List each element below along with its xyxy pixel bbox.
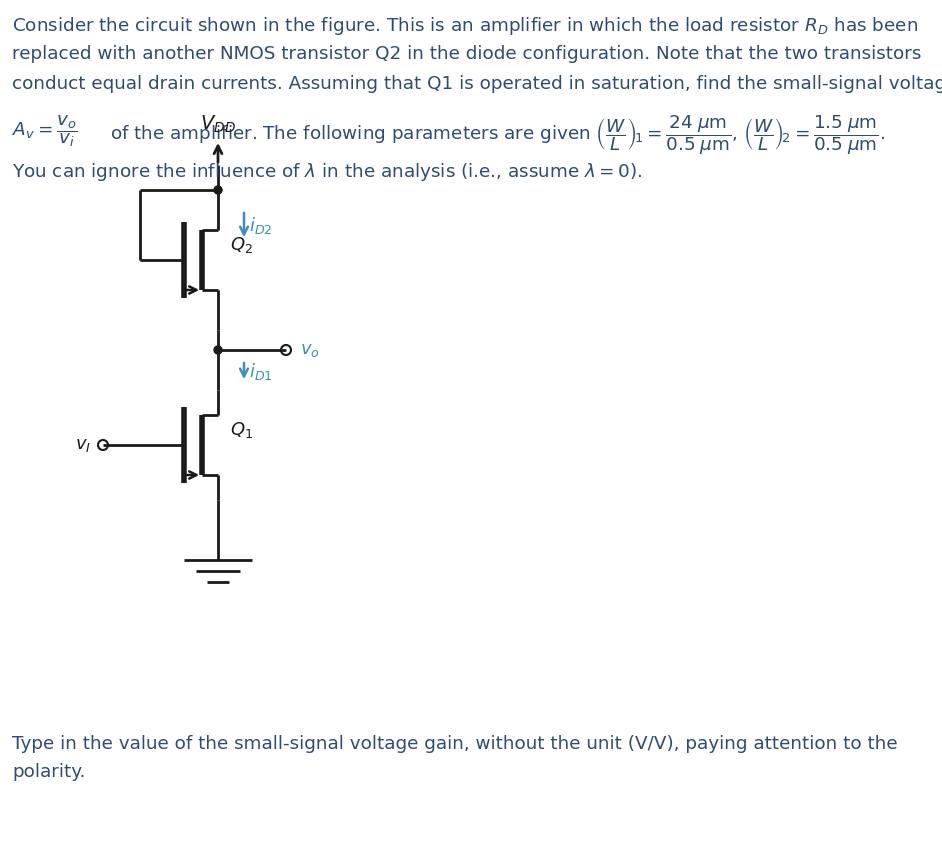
Text: $v_I$: $v_I$	[75, 436, 91, 454]
Text: Type in the value of the small-signal voltage gain, without the unit (V/V), payi: Type in the value of the small-signal vo…	[12, 735, 898, 753]
Text: $\mathbf{\it{V}}_{\mathbf{\it{DD}}}$: $\mathbf{\it{V}}_{\mathbf{\it{DD}}}$	[200, 114, 236, 135]
Text: $v_o$: $v_o$	[300, 341, 319, 359]
Text: of the amplifier. The following parameters are given $\left(\dfrac{W}{L}\right)_: of the amplifier. The following paramete…	[110, 113, 885, 156]
Circle shape	[214, 346, 222, 354]
Text: Consider the circuit shown in the figure. This is an amplifier in which the load: Consider the circuit shown in the figure…	[12, 15, 918, 37]
Text: $Q_1$: $Q_1$	[230, 420, 253, 440]
Text: conduct equal drain currents. Assuming that Q1 is operated in saturation, find t: conduct equal drain currents. Assuming t…	[12, 75, 942, 93]
Text: $Q_2$: $Q_2$	[230, 235, 252, 255]
Text: $A_v = \dfrac{v_o}{v_i}$: $A_v = \dfrac{v_o}{v_i}$	[12, 113, 77, 149]
Text: You can ignore the influence of $\lambda$ in the analysis (i.e., assume $\lambda: You can ignore the influence of $\lambda…	[12, 161, 642, 183]
Circle shape	[214, 186, 222, 194]
Text: polarity.: polarity.	[12, 763, 86, 781]
Text: $i_{D1}$: $i_{D1}$	[249, 360, 272, 382]
Text: replaced with another NMOS transistor Q2 in the diode configuration. Note that t: replaced with another NMOS transistor Q2…	[12, 45, 921, 63]
Text: $i_{D2}$: $i_{D2}$	[249, 214, 272, 235]
